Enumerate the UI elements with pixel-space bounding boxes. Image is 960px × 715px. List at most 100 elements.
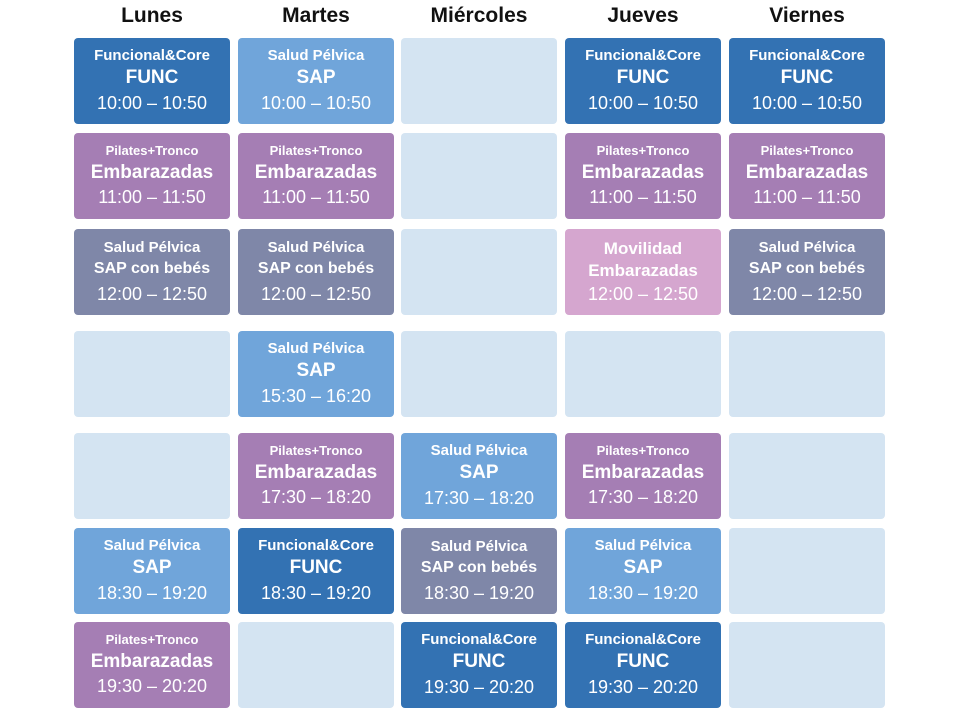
class-time: 10:00 – 10:50	[96, 93, 208, 114]
empty-slot-martes	[238, 622, 394, 708]
class-slot-miercoles[interactable]: Funcional&Core FUNC 19:30 – 20:20	[401, 622, 557, 708]
class-category: Salud Pélvica	[103, 537, 201, 555]
class-category: Salud Pélvica	[594, 537, 692, 555]
class-category: Pilates+Tronco	[105, 143, 199, 158]
class-category: Funcional&Core	[585, 47, 701, 65]
class-slot-martes[interactable]: Salud Pélvica SAP con bebés 12:00 – 12:50	[238, 229, 394, 315]
class-slot-lunes[interactable]: Salud Pélvica SAP con bebés 12:00 – 12:50	[74, 229, 230, 315]
class-slot-viernes[interactable]: Pilates+Tronco Embarazadas 11:00 – 11:50	[729, 133, 885, 219]
class-name: Embarazadas	[254, 161, 378, 183]
class-slot-martes[interactable]: Pilates+Tronco Embarazadas 17:30 – 18:20	[238, 433, 394, 519]
class-time: 12:00 – 12:50	[260, 283, 372, 304]
class-name: FUNC	[616, 67, 670, 89]
empty-slot-miercoles	[401, 331, 557, 417]
class-time: 19:30 – 20:20	[587, 677, 699, 698]
empty-slot-lunes	[74, 331, 230, 417]
class-slot-miercoles[interactable]: Salud Pélvica SAP 17:30 – 18:20	[401, 433, 557, 519]
class-slot-miercoles[interactable]: Salud Pélvica SAP con bebés 18:30 – 19:20	[401, 528, 557, 614]
class-category: Pilates+Tronco	[760, 143, 854, 158]
empty-slot-miercoles	[401, 38, 557, 124]
class-slot-martes[interactable]: Pilates+Tronco Embarazadas 11:00 – 11:50	[238, 133, 394, 219]
class-slot-jueves[interactable]: Funcional&Core FUNC 10:00 – 10:50	[565, 38, 721, 124]
class-slot-jueves[interactable]: Movilidad Embarazadas 12:00 – 12:50	[565, 229, 721, 315]
class-category: Pilates+Tronco	[596, 443, 690, 458]
class-name: SAP con bebés	[257, 259, 375, 277]
class-category: Salud Pélvica	[430, 537, 528, 555]
class-name: SAP	[296, 360, 336, 382]
class-name: Embarazadas	[581, 461, 705, 483]
class-time: 17:30 – 18:20	[423, 488, 535, 509]
empty-slot-lunes	[74, 433, 230, 519]
class-category: Funcional&Core	[749, 47, 865, 65]
class-name: SAP con bebés	[748, 259, 866, 277]
class-slot-lunes[interactable]: Funcional&Core FUNC 10:00 – 10:50	[74, 38, 230, 124]
class-category: Movilidad	[603, 238, 683, 258]
empty-slot-viernes	[729, 433, 885, 519]
class-slot-viernes[interactable]: Salud Pélvica SAP con bebés 12:00 – 12:50	[729, 229, 885, 315]
class-slot-martes[interactable]: Funcional&Core FUNC 18:30 – 19:20	[238, 528, 394, 614]
class-slot-jueves[interactable]: Pilates+Tronco Embarazadas 11:00 – 11:50	[565, 133, 721, 219]
empty-slot-jueves	[565, 331, 721, 417]
class-time: 19:30 – 20:20	[96, 676, 208, 697]
empty-slot-viernes	[729, 622, 885, 708]
class-slot-lunes[interactable]: Pilates+Tronco Embarazadas 11:00 – 11:50	[74, 133, 230, 219]
class-time: 11:00 – 11:50	[589, 187, 697, 208]
class-category: Salud Pélvica	[430, 442, 528, 460]
class-name: SAP	[296, 67, 336, 89]
class-slot-lunes[interactable]: Salud Pélvica SAP 18:30 – 19:20	[74, 528, 230, 614]
class-name: Embarazadas	[254, 461, 378, 483]
empty-slot-viernes	[729, 528, 885, 614]
class-category: Funcional&Core	[94, 47, 210, 65]
class-time: 12:00 – 12:50	[751, 283, 863, 304]
day-header-martes: Martes	[282, 4, 350, 27]
day-header-jueves: Jueves	[607, 4, 679, 27]
class-category: Funcional&Core	[421, 631, 537, 649]
class-slot-jueves[interactable]: Pilates+Tronco Embarazadas 17:30 – 18:20	[565, 433, 721, 519]
class-time: 11:00 – 11:50	[98, 187, 206, 208]
class-time: 17:30 – 18:20	[587, 487, 699, 508]
class-time: 18:30 – 19:20	[587, 583, 699, 604]
class-category: Salud Pélvica	[103, 238, 201, 256]
class-name: FUNC	[616, 651, 670, 673]
class-name: SAP con bebés	[420, 558, 538, 576]
class-name: SAP	[459, 462, 499, 484]
class-category: Salud Pélvica	[267, 238, 365, 256]
class-time: 18:30 – 19:20	[423, 582, 535, 603]
class-time: 11:00 – 11:50	[262, 187, 370, 208]
class-slot-jueves[interactable]: Salud Pélvica SAP 18:30 – 19:20	[565, 528, 721, 614]
class-time: 19:30 – 20:20	[423, 677, 535, 698]
class-time: 12:00 – 12:50	[96, 283, 208, 304]
class-name: Embarazadas	[90, 161, 214, 183]
class-time: 18:30 – 19:20	[260, 583, 372, 604]
empty-slot-miercoles	[401, 229, 557, 315]
class-time: 10:00 – 10:50	[587, 93, 699, 114]
class-name: SAP con bebés	[93, 259, 211, 277]
class-time: 15:30 – 16:20	[260, 386, 372, 407]
class-slot-jueves[interactable]: Funcional&Core FUNC 19:30 – 20:20	[565, 622, 721, 708]
class-name: FUNC	[780, 67, 834, 89]
class-category: Pilates+Tronco	[269, 443, 363, 458]
class-slot-martes[interactable]: Salud Pélvica SAP 10:00 – 10:50	[238, 38, 394, 124]
class-name: FUNC	[452, 651, 506, 673]
class-name: FUNC	[125, 67, 179, 89]
class-name: SAP	[132, 557, 172, 579]
class-time: 10:00 – 10:50	[751, 93, 863, 114]
class-category: Funcional&Core	[585, 631, 701, 649]
class-slot-martes[interactable]: Salud Pélvica SAP 15:30 – 16:20	[238, 331, 394, 417]
class-category: Funcional&Core	[258, 537, 374, 555]
class-time: 18:30 – 19:20	[96, 583, 208, 604]
day-header-miercoles: Miércoles	[430, 4, 528, 27]
class-category: Pilates+Tronco	[596, 143, 690, 158]
class-time: 10:00 – 10:50	[260, 93, 372, 114]
class-slot-viernes[interactable]: Funcional&Core FUNC 10:00 – 10:50	[729, 38, 885, 124]
class-time: 11:00 – 11:50	[753, 187, 861, 208]
empty-slot-miercoles	[401, 133, 557, 219]
class-name: FUNC	[289, 557, 343, 579]
class-category: Pilates+Tronco	[269, 143, 363, 158]
class-category: Pilates+Tronco	[105, 632, 199, 647]
class-category: Salud Pélvica	[758, 238, 856, 256]
class-category: Salud Pélvica	[267, 47, 365, 65]
class-name: Embarazadas	[581, 161, 705, 183]
class-slot-lunes[interactable]: Pilates+Tronco Embarazadas 19:30 – 20:20	[74, 622, 230, 708]
